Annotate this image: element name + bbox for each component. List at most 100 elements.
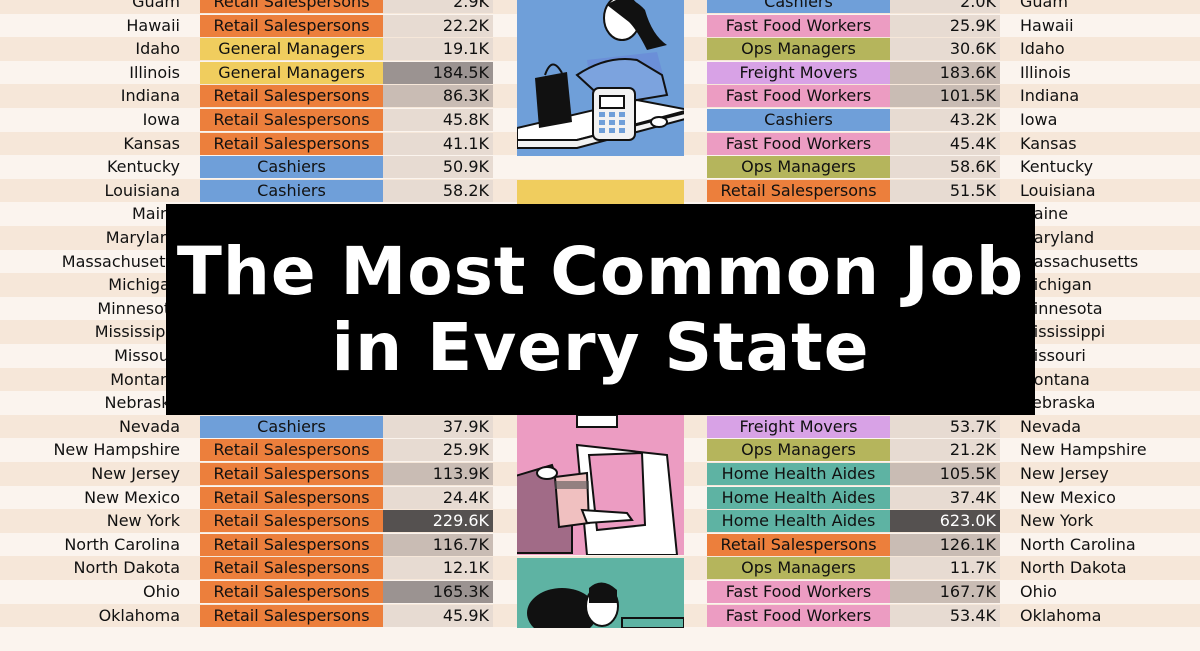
value-2022-cell: 183.6K (890, 61, 1000, 84)
title-banner: The Most Common Job in Every State (166, 204, 1035, 415)
table-row: Kansas Retail Salespersons 41.1K Fast Food … (0, 132, 1200, 157)
value-2012-cell: 165.3K (383, 581, 493, 603)
state-name-right: Iowa (1020, 110, 1058, 129)
state-name-left: Maine (131, 204, 180, 224)
state-name-right: Guam (1020, 0, 1068, 11)
job-2022-cell: Ops Managers (707, 557, 890, 580)
job-2012-cell: Cashiers (200, 179, 383, 202)
value-2022-cell: 623.0K (890, 510, 1000, 533)
table-row: New Mexico Retail Salespersons 24.4K Home H… (0, 486, 1200, 511)
job-2022-cell: Fast Food Workers (707, 581, 890, 603)
table-row: Louisiana Cashiers 58.2K Retail Salesperson… (0, 179, 1200, 204)
state-name-right: North Dakota (1020, 558, 1127, 578)
state-name-left: New Hampshire (53, 440, 180, 460)
table-row: New Hampshire Retail Salespersons 25.9K Ops… (0, 439, 1200, 463)
state-name-right: New Mexico (1020, 487, 1116, 507)
state-name-right: New Jersey (1020, 464, 1109, 483)
state-name-left: Nevada (118, 416, 180, 436)
state-name-left: Guam (132, 0, 180, 11)
job-2012-cell: Retail Salespersons (200, 0, 383, 13)
job-2012-cell: General Managers (200, 38, 383, 61)
state-name-left: Ohio (143, 582, 180, 601)
job-2022-cell: Fast Food Workers (707, 85, 890, 108)
table-row: New York Retail Salespersons 229.6K Home He… (0, 510, 1200, 534)
job-2012-cell: Retail Salespersons (200, 557, 383, 580)
state-name-right: Ohio (1020, 582, 1057, 601)
state-name-right: Kansas (1020, 133, 1077, 153)
value-2012-cell: 12.1K (383, 557, 493, 580)
state-name-right: Hawaii (1020, 15, 1074, 35)
state-name-left: New York (106, 511, 180, 531)
state-name-left: Maryland (105, 228, 180, 247)
yellow-block (517, 180, 684, 204)
job-2012-cell: Retail Salespersons (200, 439, 383, 462)
state-name-right: Nevada (1020, 416, 1082, 436)
state-name-left: Mississippi (94, 322, 180, 342)
state-name-left: Hawaii (126, 15, 180, 35)
barista-handing-coffee-illustration (517, 415, 684, 555)
state-name-left: North Dakota (73, 558, 180, 578)
state-name-left: Kentucky (106, 157, 180, 177)
job-2012-cell: Retail Salespersons (200, 85, 383, 108)
value-2022-cell: 2.0K (890, 0, 1000, 13)
value-2022-cell: 43.2K (890, 109, 1000, 131)
value-2012-cell: 22.2K (383, 14, 493, 37)
state-name-right: Mississippi (1020, 322, 1106, 342)
state-name-left: Kansas (123, 133, 180, 153)
state-name-right: Minnesota (1020, 298, 1103, 318)
value-2012-cell: 86.3K (383, 85, 493, 108)
job-2012-cell: Retail Salespersons (200, 463, 383, 485)
table-row: Michigan Michigan (0, 274, 1200, 298)
table-row: Guam Retail Salespersons 2.9K Cashiers 2.0K G… (0, 0, 1200, 15)
state-name-left: New Jersey (91, 464, 180, 483)
table-row: Kentucky Cashiers 50.9K Ops Managers 58.6K Ke… (0, 156, 1200, 180)
table-row: Hawaii Retail Salespersons 22.2K Fast Food … (0, 14, 1200, 39)
job-2022-cell: Cashiers (707, 109, 890, 131)
table-row: New Jersey Retail Salespersons 113.9K Home … (0, 463, 1200, 487)
job-2022-cell: Retail Salespersons (707, 179, 890, 202)
job-2022-cell: Ops Managers (707, 156, 890, 179)
table-row: North Dakota Retail Salespersons 12.1K Ops … (0, 557, 1200, 581)
job-2022-cell: Home Health Aides (707, 510, 890, 533)
title-line-2: in Every State (331, 308, 870, 386)
title-line-1: The Most Common Job (176, 232, 1025, 310)
state-name-left: Nebraska (104, 393, 180, 413)
job-2012-cell: General Managers (200, 61, 383, 84)
state-name-left: Missouri (114, 346, 180, 365)
value-2022-cell: 30.6K (890, 38, 1000, 61)
value-2012-cell: 45.9K (383, 604, 493, 627)
job-2012-cell: Retail Salespersons (200, 533, 383, 556)
value-2012-cell: 184.5K (383, 61, 493, 84)
state-name-right: Michigan (1020, 275, 1092, 295)
state-name-right: Massachusetts (1020, 251, 1139, 271)
state-name-right: Kentucky (1020, 157, 1094, 177)
state-name-right: Missouri (1020, 346, 1086, 365)
state-name-left: Montana (110, 369, 180, 389)
job-2022-cell: Home Health Aides (707, 463, 890, 485)
table-row: Oklahoma Retail Salespersons 45.9K Fast Foo… (0, 604, 1200, 629)
state-name-left: Iowa (142, 110, 180, 129)
table-row: Maryland Maryland (0, 227, 1200, 251)
state-name-left: Oklahoma (98, 605, 180, 625)
value-2022-cell: 105.5K (890, 463, 1000, 485)
job-2022-cell: Home Health Aides (707, 486, 890, 509)
state-name-left: Minnesota (97, 298, 180, 318)
job-2022-cell: Fast Food Workers (707, 132, 890, 155)
state-name-left: Louisiana (104, 180, 180, 200)
table-row: Nebraska Nebraska (0, 392, 1200, 416)
value-2012-cell: 25.9K (383, 439, 493, 462)
job-2022-cell: Freight Movers (707, 415, 890, 438)
job-2012-cell: Retail Salespersons (200, 132, 383, 155)
state-name-right: Idaho (1020, 39, 1065, 59)
value-2022-cell: 53.4K (890, 604, 1000, 627)
value-2022-cell: 101.5K (890, 85, 1000, 108)
value-2022-cell: 126.1K (890, 533, 1000, 556)
state-name-right: New Hampshire (1020, 440, 1147, 460)
value-2022-cell: 167.7K (890, 581, 1000, 603)
value-2012-cell: 45.8K (383, 109, 493, 131)
value-2012-cell: 19.1K (383, 38, 493, 61)
job-2012-cell: Retail Salespersons (200, 581, 383, 603)
job-2012-cell: Retail Salespersons (200, 510, 383, 533)
shopper-at-register-illustration (517, 0, 684, 156)
job-2012-cell: Retail Salespersons (200, 109, 383, 131)
